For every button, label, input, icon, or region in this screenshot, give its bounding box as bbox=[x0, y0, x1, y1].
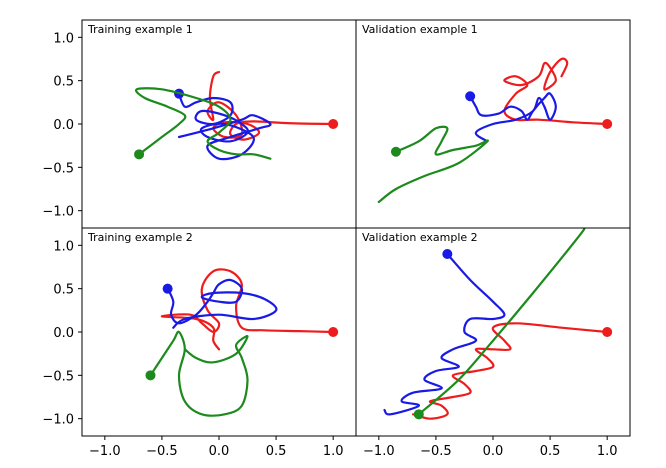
blue-trajectory-line bbox=[177, 92, 272, 161]
green-trajectory-line bbox=[135, 87, 272, 160]
green-trajectory-line bbox=[377, 125, 489, 204]
series-group bbox=[383, 228, 613, 420]
green-start-marker bbox=[413, 409, 424, 420]
panel-frame bbox=[355, 227, 631, 437]
red-start-marker bbox=[328, 119, 339, 129]
blue-trajectory-line bbox=[469, 92, 557, 143]
x-tick-label: 0.0 bbox=[483, 444, 504, 459]
y-tick-label: 0.5 bbox=[53, 283, 74, 298]
series-group bbox=[377, 57, 613, 204]
y-tick-label: 1.0 bbox=[53, 239, 74, 254]
red-start-marker bbox=[328, 327, 339, 337]
x-tick-label: −1.0 bbox=[89, 444, 121, 459]
green-start-marker bbox=[390, 146, 401, 157]
y-tick-label: −1.0 bbox=[42, 413, 74, 428]
x-tick-label: −0.5 bbox=[146, 444, 178, 459]
green-start-marker bbox=[134, 149, 145, 160]
green-start-marker bbox=[145, 370, 156, 381]
blue-start-marker bbox=[162, 283, 173, 294]
y-tick-label: 0.0 bbox=[53, 326, 74, 341]
panel-title: Validation example 1 bbox=[362, 23, 478, 36]
blue-start-marker bbox=[442, 249, 453, 259]
blue-start-marker bbox=[465, 91, 476, 102]
panel-val-2: Validation example 2 bbox=[355, 227, 631, 437]
green-trajectory-line bbox=[149, 330, 249, 417]
panel-val-1: Validation example 1 bbox=[355, 19, 631, 229]
red-trajectory-line bbox=[160, 268, 335, 351]
series-group bbox=[134, 70, 339, 161]
red-start-marker bbox=[602, 327, 613, 337]
panel-train-1: Training example 1 bbox=[81, 19, 357, 229]
y-tick-label: 1.0 bbox=[53, 31, 74, 46]
x-tick-label: 0.5 bbox=[266, 444, 287, 459]
x-tick-label: 0.0 bbox=[209, 444, 230, 459]
red-trajectory-line bbox=[206, 70, 335, 141]
y-tick-label: 0.5 bbox=[53, 75, 74, 90]
series-group bbox=[145, 268, 339, 417]
red-trajectory-line bbox=[503, 57, 609, 126]
x-tick-label: −0.5 bbox=[420, 444, 452, 459]
x-tick-label: 1.0 bbox=[323, 444, 344, 459]
blue-trajectory-line bbox=[166, 278, 278, 329]
red-start-marker bbox=[602, 119, 613, 129]
panels: Training example 1 Validation example 1 Tr… bbox=[81, 19, 631, 437]
green-trajectory-line bbox=[417, 228, 586, 416]
x-tick-label: 1.0 bbox=[597, 444, 618, 459]
y-tick-label: −0.5 bbox=[42, 369, 74, 384]
y-tick-label: −1.0 bbox=[42, 205, 74, 220]
panel-title: Training example 1 bbox=[87, 23, 193, 36]
y-tick-label: −0.5 bbox=[42, 161, 74, 176]
panel-title: Validation example 2 bbox=[362, 231, 478, 244]
axis-ticks: 1.0 0.5 0.0 −0.5 −1.0 1.0 0.5 0.0 −0.5 −1.0 −1.0 −0… bbox=[42, 31, 617, 459]
x-tick-label: −1.0 bbox=[363, 444, 395, 459]
panel-train-2: Training example 2 bbox=[81, 227, 357, 437]
blue-trajectory-line bbox=[383, 252, 506, 416]
x-tick-label: 0.5 bbox=[540, 444, 561, 459]
y-tick-label: 0.0 bbox=[53, 118, 74, 133]
panel-title: Training example 2 bbox=[87, 231, 193, 244]
red-trajectory-line bbox=[412, 322, 609, 420]
